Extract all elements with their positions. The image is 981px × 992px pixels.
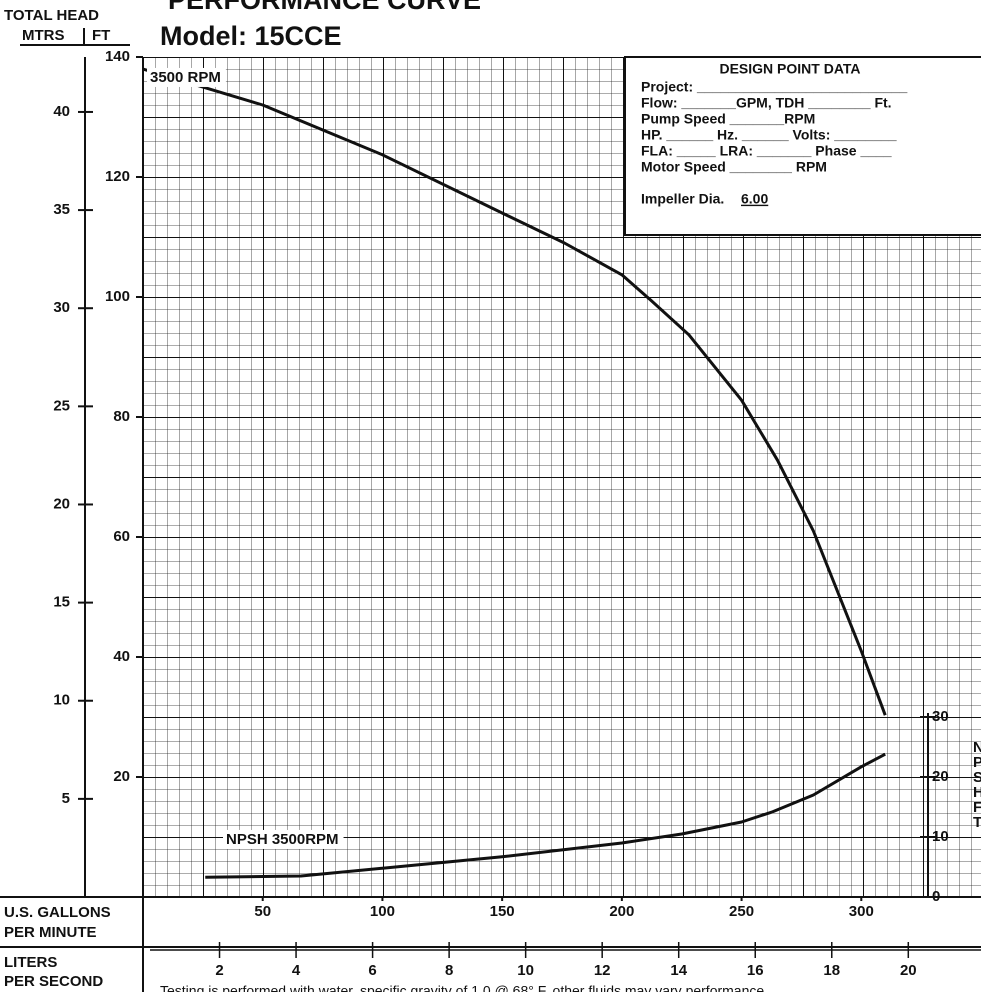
x2-tick-label: 18 — [823, 962, 840, 979]
x-axis-label: PER MINUTE — [4, 924, 97, 941]
design-point-title: DESIGN POINT DATA — [719, 61, 860, 77]
design-point-line: Pump Speed _______RPM — [641, 111, 815, 127]
y2-tick-label: 40 — [53, 103, 70, 120]
y-tick-label: 120 — [105, 168, 130, 185]
series-label: NPSH 3500RPM — [226, 831, 339, 848]
series-label-bg — [147, 67, 226, 87]
x-tick-label: 100 — [370, 903, 395, 920]
y2-axis-label: MTRS — [22, 27, 65, 44]
y-axis-title: TOTAL HEAD — [4, 7, 99, 24]
chart-subtitle: Model: 15CCE — [160, 21, 342, 51]
y3-tick-label: 0 — [932, 888, 940, 905]
x-tick-label: 150 — [490, 903, 515, 920]
x2-tick-label: 2 — [215, 962, 223, 979]
y2-tick-label: 5 — [62, 790, 70, 807]
x2-tick-label: 8 — [445, 962, 453, 979]
y3-axis-label-letter: H — [973, 784, 981, 801]
footnote: Testing is performed with water, specifi… — [160, 983, 764, 992]
x2-tick-label: 16 — [747, 962, 764, 979]
y-tick-label: 140 — [105, 48, 130, 65]
x2-tick-label: 12 — [594, 962, 611, 979]
design-point-line: Flow: _______GPM, TDH ________ Ft. — [641, 95, 892, 111]
design-point-line: Motor Speed ________ RPM — [641, 159, 827, 175]
y2-tick-label: 20 — [53, 495, 70, 512]
x-axis-label: U.S. GALLONS — [4, 904, 111, 921]
x-tick-label: 300 — [849, 903, 874, 920]
x2-tick-label: 14 — [670, 962, 687, 979]
y2-tick-label: 25 — [53, 397, 70, 414]
y3-tick-label: 30 — [932, 708, 949, 725]
design-point-line: Project: ___________________________ — [641, 79, 907, 95]
y3-axis-label-letter: F — [973, 799, 981, 816]
series-label: 3500 RPM — [150, 69, 221, 86]
y3-axis-label-letter: N — [973, 739, 981, 756]
y-tick-label: 80 — [113, 408, 130, 425]
y3-axis-label-letter: T — [973, 814, 981, 831]
design-point-value: 6.00 — [741, 191, 768, 207]
design-point-line: HP. ______ Hz. ______ Volts: ________ — [641, 127, 897, 143]
x2-axis-label: LITERS — [4, 954, 57, 971]
y2-tick-label: 15 — [53, 594, 70, 611]
x-tick-label: 50 — [254, 903, 271, 920]
x-tick-label: 250 — [729, 903, 754, 920]
y3-tick-label: 20 — [932, 768, 949, 785]
y3-axis-label-letter: S — [973, 769, 981, 786]
x-tick-label: 200 — [609, 903, 634, 920]
y-tick-label: 40 — [113, 648, 130, 665]
y-tick-label: 60 — [113, 528, 130, 545]
x2-tick-label: 6 — [368, 962, 376, 979]
y3-axis-label-letter: P — [973, 754, 981, 771]
x2-axis-label: PER SECOND — [4, 973, 103, 990]
chart-title: PERFORMANCE CURVE — [168, 0, 481, 15]
series-line — [143, 67, 887, 716]
x2-tick-label: 4 — [292, 962, 301, 979]
series-label-bg — [223, 829, 344, 849]
x2-tick-label: 20 — [900, 962, 917, 979]
series-line — [205, 752, 886, 879]
y2-tick-label: 35 — [53, 201, 70, 218]
y2-tick-label: 30 — [53, 299, 70, 316]
y3-tick-label: 10 — [932, 828, 949, 845]
design-point-line: FLA: _____ LRA: _______ Phase ____ — [641, 143, 892, 159]
y2-tick-label: 10 — [53, 692, 70, 709]
x2-tick-label: 10 — [517, 962, 534, 979]
y-tick-label: 100 — [105, 288, 130, 305]
y-tick-label: 20 — [113, 768, 130, 785]
design-point-box — [624, 56, 981, 236]
y-axis-label: FT — [92, 27, 110, 44]
design-point-line: Impeller Dia. — [641, 191, 724, 207]
